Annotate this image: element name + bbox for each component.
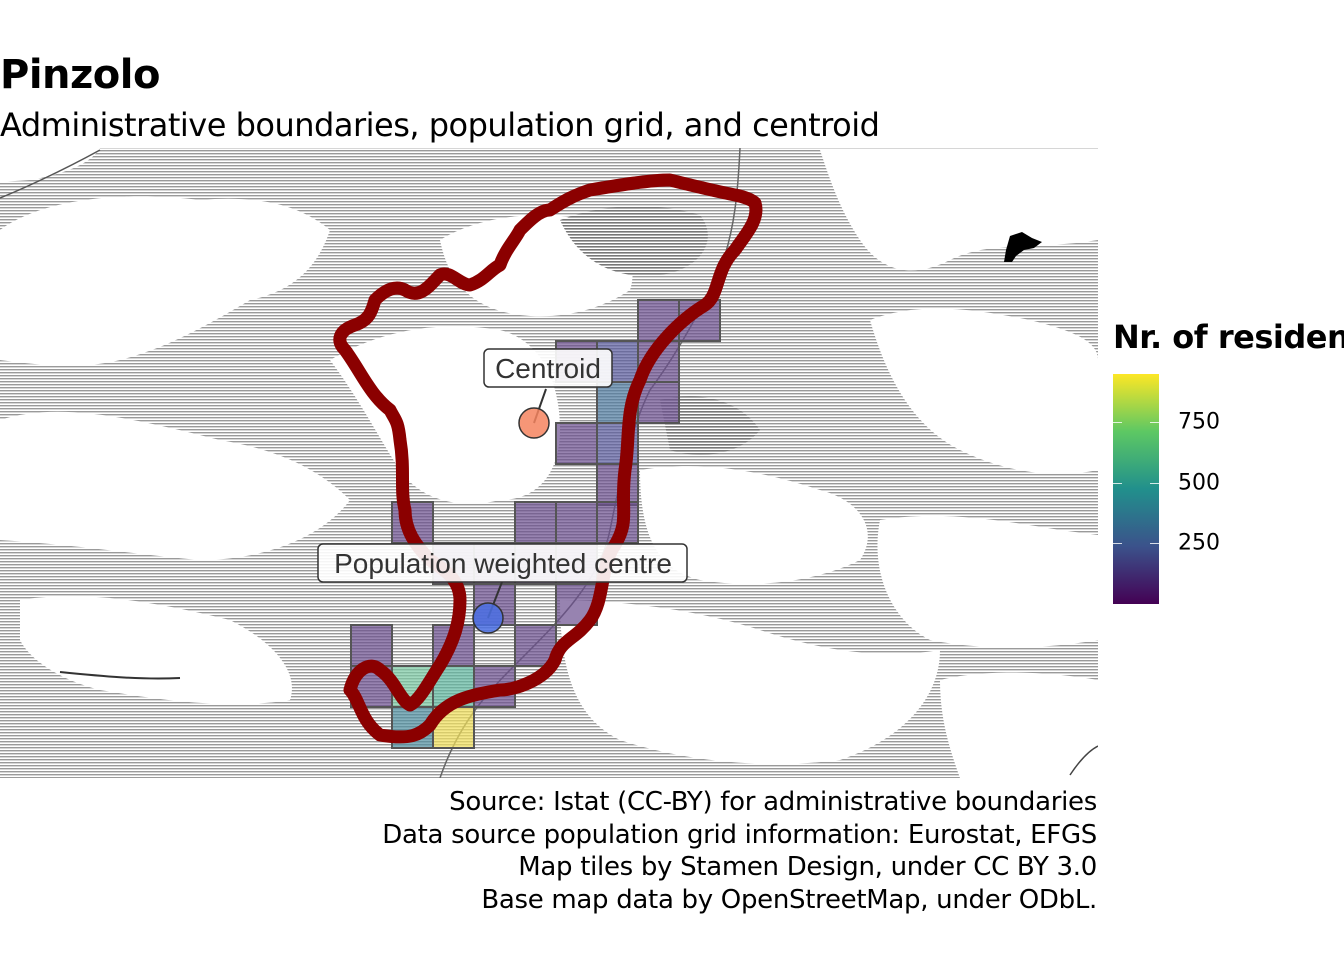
legend-tick-label: 250 (1178, 530, 1220, 556)
grid-cell (637, 381, 680, 424)
legend-tick-label: 500 (1178, 470, 1220, 496)
map-title: Pinzolo (0, 52, 160, 98)
lake-shape (1004, 232, 1042, 262)
grid-cell (350, 624, 393, 667)
legend-colorbar (1113, 374, 1159, 604)
population-centre-marker[interactable]: Population weighted centre (317, 543, 688, 634)
map-caption: Source: Istat (CC-BY) for administrative… (382, 786, 1097, 916)
map-panel[interactable]: Centroid Population weighted centre (0, 148, 1098, 778)
population-centre-label: Population weighted centre (334, 548, 672, 579)
legend-tick-label: 750 (1178, 409, 1220, 435)
map-subtitle: Administrative boundaries, population gr… (0, 106, 880, 144)
grid-cell (555, 422, 598, 465)
grid-cell (555, 501, 598, 544)
caption-line: Base map data by OpenStreetMap, under OD… (481, 884, 1097, 915)
centroid-label: Centroid (495, 353, 601, 384)
caption-line: Data source population grid information:… (382, 819, 1097, 850)
caption-line: Source: Istat (CC-BY) for administrative… (449, 787, 1097, 817)
grid-cell (514, 501, 557, 544)
terrain-layer (0, 148, 1098, 778)
grid-cell (555, 583, 598, 626)
caption-line: Map tiles by Stamen Design, under CC BY … (518, 852, 1097, 882)
legend-title: Nr. of residents (1113, 318, 1344, 356)
centroid-marker[interactable]: Centroid (483, 348, 613, 439)
